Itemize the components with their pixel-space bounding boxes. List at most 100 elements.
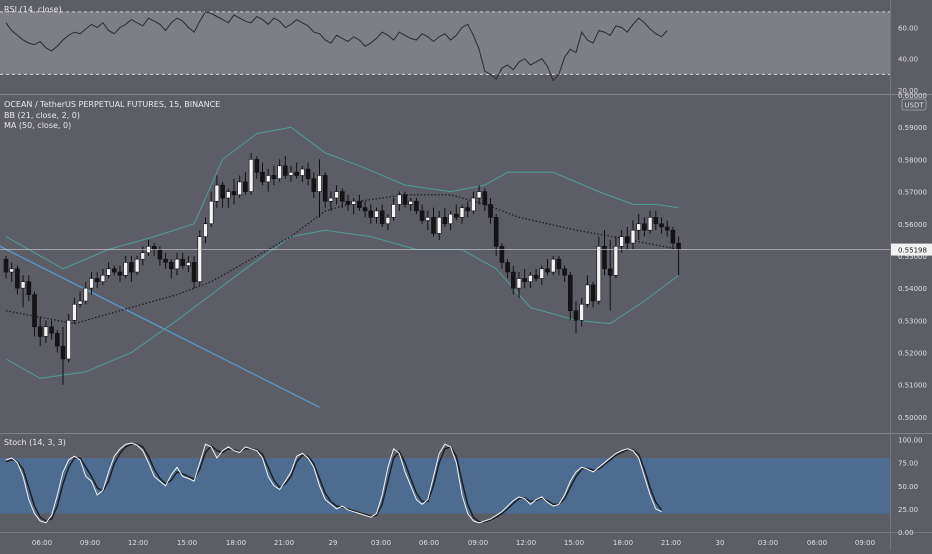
candle[interactable]: [476, 191, 482, 199]
candle[interactable]: [647, 217, 653, 231]
candle[interactable]: [533, 274, 539, 279]
candle[interactable]: [9, 268, 14, 273]
candle[interactable]: [220, 184, 225, 199]
candle[interactable]: [493, 217, 499, 247]
candle[interactable]: [214, 184, 220, 202]
candle[interactable]: [300, 168, 305, 176]
candle[interactable]: [339, 191, 345, 202]
candle[interactable]: [305, 168, 311, 179]
candle[interactable]: [505, 262, 510, 273]
candle[interactable]: [72, 303, 77, 321]
candle[interactable]: [567, 274, 573, 311]
candle[interactable]: [414, 200, 419, 212]
candle[interactable]: [391, 204, 396, 218]
candle[interactable]: [83, 287, 89, 302]
candle[interactable]: [602, 245, 607, 270]
candle[interactable]: [357, 200, 362, 208]
candle[interactable]: [43, 326, 49, 337]
candle[interactable]: [396, 194, 402, 205]
candle[interactable]: [539, 268, 545, 279]
candle[interactable]: [282, 165, 288, 176]
candle[interactable]: [203, 223, 208, 237]
candle[interactable]: [471, 197, 476, 212]
candle[interactable]: [585, 284, 590, 305]
candle[interactable]: [408, 200, 414, 205]
candle[interactable]: [60, 345, 66, 360]
candle[interactable]: [499, 245, 505, 263]
candle[interactable]: [328, 197, 334, 202]
candle[interactable]: [254, 159, 260, 173]
candle[interactable]: [208, 200, 214, 225]
candle[interactable]: [26, 281, 32, 295]
candle[interactable]: [260, 171, 265, 183]
candle[interactable]: [368, 210, 374, 218]
candle[interactable]: [49, 326, 54, 334]
candle[interactable]: [659, 223, 664, 228]
candle[interactable]: [231, 191, 237, 196]
candle[interactable]: [54, 332, 60, 347]
candle[interactable]: [94, 278, 100, 283]
candle[interactable]: [374, 210, 379, 218]
candle[interactable]: [106, 268, 111, 276]
candle[interactable]: [134, 258, 140, 273]
candle[interactable]: [89, 278, 94, 289]
candle[interactable]: [157, 249, 163, 260]
candle[interactable]: [123, 262, 128, 276]
candle[interactable]: [129, 262, 134, 273]
candle[interactable]: [425, 217, 431, 221]
candle[interactable]: [379, 210, 385, 225]
candle[interactable]: [556, 258, 562, 270]
candle[interactable]: [636, 223, 642, 231]
candle[interactable]: [590, 284, 596, 302]
candle[interactable]: [510, 271, 516, 289]
candle[interactable]: [624, 236, 630, 244]
candle[interactable]: [265, 175, 271, 183]
candle[interactable]: [664, 226, 670, 231]
candle[interactable]: [516, 278, 522, 289]
candle[interactable]: [596, 245, 602, 302]
candle[interactable]: [562, 268, 567, 276]
candle[interactable]: [288, 171, 294, 176]
candle[interactable]: [465, 207, 471, 212]
candle[interactable]: [453, 213, 459, 218]
candle[interactable]: [237, 181, 242, 196]
candle[interactable]: [619, 236, 624, 247]
candle[interactable]: [271, 175, 277, 179]
candle[interactable]: [522, 278, 528, 283]
candle[interactable]: [100, 274, 106, 283]
candle[interactable]: [322, 175, 328, 202]
candle[interactable]: [488, 204, 493, 218]
candle[interactable]: [351, 200, 357, 205]
candle[interactable]: [670, 229, 676, 244]
candle[interactable]: [112, 268, 117, 273]
candle[interactable]: [653, 217, 659, 225]
candle[interactable]: [419, 210, 425, 221]
candle[interactable]: [607, 268, 613, 276]
candle[interactable]: [482, 191, 488, 205]
candle[interactable]: [37, 326, 43, 337]
candle[interactable]: [676, 242, 681, 250]
candle[interactable]: [197, 236, 203, 283]
candle[interactable]: [3, 258, 9, 273]
candle[interactable]: [163, 258, 168, 263]
candle[interactable]: [169, 262, 174, 270]
candle[interactable]: [180, 258, 185, 266]
candle[interactable]: [550, 258, 556, 273]
candle[interactable]: [345, 200, 351, 205]
candle[interactable]: [32, 294, 37, 328]
candle[interactable]: [459, 207, 465, 218]
candle[interactable]: [442, 217, 448, 225]
candle[interactable]: [140, 252, 146, 260]
candle[interactable]: [334, 191, 339, 199]
candle[interactable]: [66, 320, 71, 360]
candle[interactable]: [431, 217, 436, 234]
candle[interactable]: [191, 262, 197, 283]
candle[interactable]: [402, 194, 408, 205]
candle[interactable]: [642, 223, 647, 231]
candle[interactable]: [613, 245, 619, 276]
candle[interactable]: [186, 262, 191, 266]
candle[interactable]: [117, 271, 123, 276]
candle[interactable]: [226, 191, 231, 199]
candle[interactable]: [20, 281, 26, 289]
